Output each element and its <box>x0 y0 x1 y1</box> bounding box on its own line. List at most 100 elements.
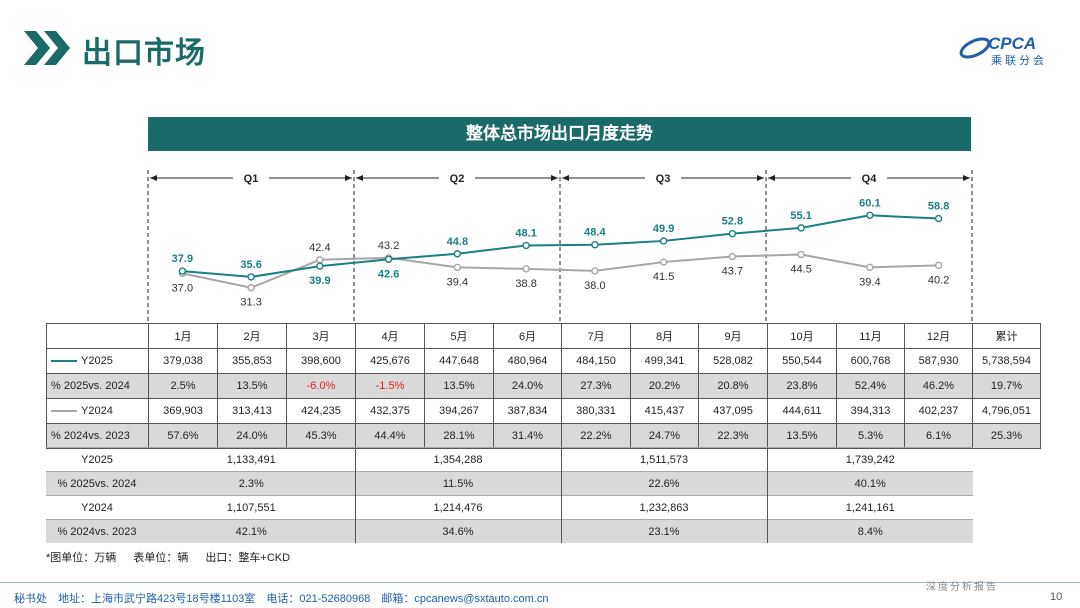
data-label: 44.5 <box>790 264 811 276</box>
page-header: 出口市场 CPCA 乘联分会 <box>0 0 1080 80</box>
table-cell: 379,038 <box>148 348 218 374</box>
table-cell: 369,903 <box>148 398 218 424</box>
data-point <box>247 273 255 281</box>
data-label: 55.1 <box>790 210 811 222</box>
table-cell: 46.2% <box>904 373 973 399</box>
monthly-data-table: 1月 2月 3月 4月 5月 6月 7月 8月 9月 10月 11月 12月 累计 Y2025 379,03… <box>46 323 1041 449</box>
table-cell: 57.6% <box>148 423 218 449</box>
month-header: 7月 <box>561 323 631 349</box>
table-cell: 600,768 <box>836 348 905 374</box>
quarter-cell: 1,739,242 <box>766 447 973 472</box>
table-cell: 13.5% <box>767 423 837 449</box>
table-cell: 444,611 <box>767 398 837 424</box>
quarter-row-label: % 2024vs. 2023 <box>46 519 148 543</box>
data-point <box>934 214 943 223</box>
quarter-label: Q2 <box>450 173 465 185</box>
table-cell: 27.3% <box>561 373 631 399</box>
footnote-chart-unit: *图单位：万辆 <box>46 552 117 564</box>
data-label: 38.0 <box>584 280 605 292</box>
month-header: 4月 <box>355 323 425 349</box>
table-cell: 4,796,051 <box>972 398 1041 424</box>
table-cell: -1.5% <box>355 373 425 399</box>
series-line-y2024 <box>182 253 939 289</box>
month-header: 12月 <box>904 323 973 349</box>
footer-divider <box>0 582 1080 583</box>
quarter-label: Q3 <box>656 173 671 185</box>
quarter-cell: 8.4% <box>766 519 973 543</box>
table-cell: 2.5% <box>148 373 218 399</box>
data-point <box>728 252 737 261</box>
quarter-cell: 40.1% <box>766 471 973 496</box>
table-cell: 19.7% <box>972 373 1041 399</box>
quarter-cell: 1,107,551 <box>148 495 355 520</box>
table-cell: 528,082 <box>698 348 768 374</box>
quarter-row: % 2025vs. 2024 2.3% 11.5% 22.6% 40.1% <box>46 471 973 496</box>
double-chevron-icon <box>24 31 70 65</box>
data-point <box>384 255 393 263</box>
footer-email: 邮箱：cpcanews@sxtauto.com.cn <box>381 593 549 605</box>
table-cell: 425,676 <box>355 348 425 374</box>
table-cell: 394,267 <box>424 398 494 424</box>
quarter-cell: 1,133,491 <box>148 447 355 472</box>
data-label: 43.2 <box>378 240 399 252</box>
legend-swatch-y2024 <box>51 410 77 413</box>
table-cell: 424,235 <box>286 398 356 424</box>
month-header: 1月 <box>148 323 218 349</box>
total-header: 累计 <box>972 323 1041 349</box>
table-cell: 25.3% <box>972 423 1041 449</box>
legend-swatch-y2025 <box>51 360 77 363</box>
quarter-cell: 1,241,161 <box>766 495 973 520</box>
data-point <box>591 267 599 275</box>
quarter-cell: 11.5% <box>354 471 561 496</box>
page-number: 10 <box>1050 591 1063 603</box>
arrowhead-icon <box>757 175 764 181</box>
table-cell: 398,600 <box>286 348 356 374</box>
data-label: 39.4 <box>447 276 468 288</box>
data-point <box>797 224 805 232</box>
footer-org: 秘书处 <box>14 593 47 605</box>
data-label: 60.1 <box>859 197 880 209</box>
quarter-cell: 42.1% <box>148 519 355 543</box>
table-cell: 13.5% <box>424 373 494 399</box>
footnote: *图单位：万辆 表单位：辆 出口：整车+CKD <box>46 549 304 565</box>
page-title: 出口市场 <box>82 37 206 70</box>
table-row: % 2024vs. 2023 57.6% 24.0% 45.3% 44.4% 28.1% 3… <box>46 423 1041 449</box>
month-header: 5月 <box>424 323 494 349</box>
footer-phone: 电话：021-52680968 <box>266 593 371 605</box>
row-label-text: Y2024 <box>81 405 113 417</box>
chart-title: 整体总市场出口月度走势 <box>148 117 971 151</box>
data-point <box>934 261 943 270</box>
table-cell: 24.7% <box>630 423 699 449</box>
data-point <box>522 241 530 250</box>
data-point <box>659 237 668 245</box>
row-label: % 2024vs. 2023 <box>46 423 149 449</box>
arrowhead-icon <box>356 175 363 181</box>
arrowhead-icon <box>345 175 352 181</box>
quarter-cell: 34.6% <box>354 519 561 543</box>
table-cell: 31.4% <box>493 423 562 449</box>
row-label: Y2024 <box>46 398 149 424</box>
data-point <box>453 263 462 272</box>
data-point <box>316 256 324 264</box>
data-label: 48.1 <box>515 227 536 239</box>
data-label: 48.4 <box>584 227 606 239</box>
footer-address: 地址：上海市武宁路423号18号楼1103室 <box>58 593 256 605</box>
row-label: Y2025 <box>46 348 149 374</box>
data-label: 39.4 <box>859 276 880 288</box>
table-row: Y2025 379,038 355,853 398,600 425,676 447,648… <box>46 348 1041 374</box>
header-blank <box>46 323 149 349</box>
quarter-cell: 22.6% <box>560 471 767 496</box>
quarter-row: % 2024vs. 2023 42.1% 34.6% 23.1% 8.4% <box>46 519 973 543</box>
table-cell: 45.3% <box>286 423 356 449</box>
table-cell: 432,375 <box>355 398 425 424</box>
data-point <box>247 284 255 292</box>
footer-tag: 深度分析报告 <box>926 582 998 593</box>
data-label: 39.9 <box>309 275 330 287</box>
row-label: % 2025vs. 2024 <box>46 373 149 399</box>
row-label-text: Y2025 <box>81 355 113 367</box>
quarter-cell: 2.3% <box>148 471 355 496</box>
table-cell: 28.1% <box>424 423 494 449</box>
month-header: 9月 <box>698 323 768 349</box>
table-cell: 480,964 <box>493 348 562 374</box>
table-header-row: 1月 2月 3月 4月 5月 6月 7月 8月 9月 10月 11月 12月 累计 <box>46 323 1041 349</box>
